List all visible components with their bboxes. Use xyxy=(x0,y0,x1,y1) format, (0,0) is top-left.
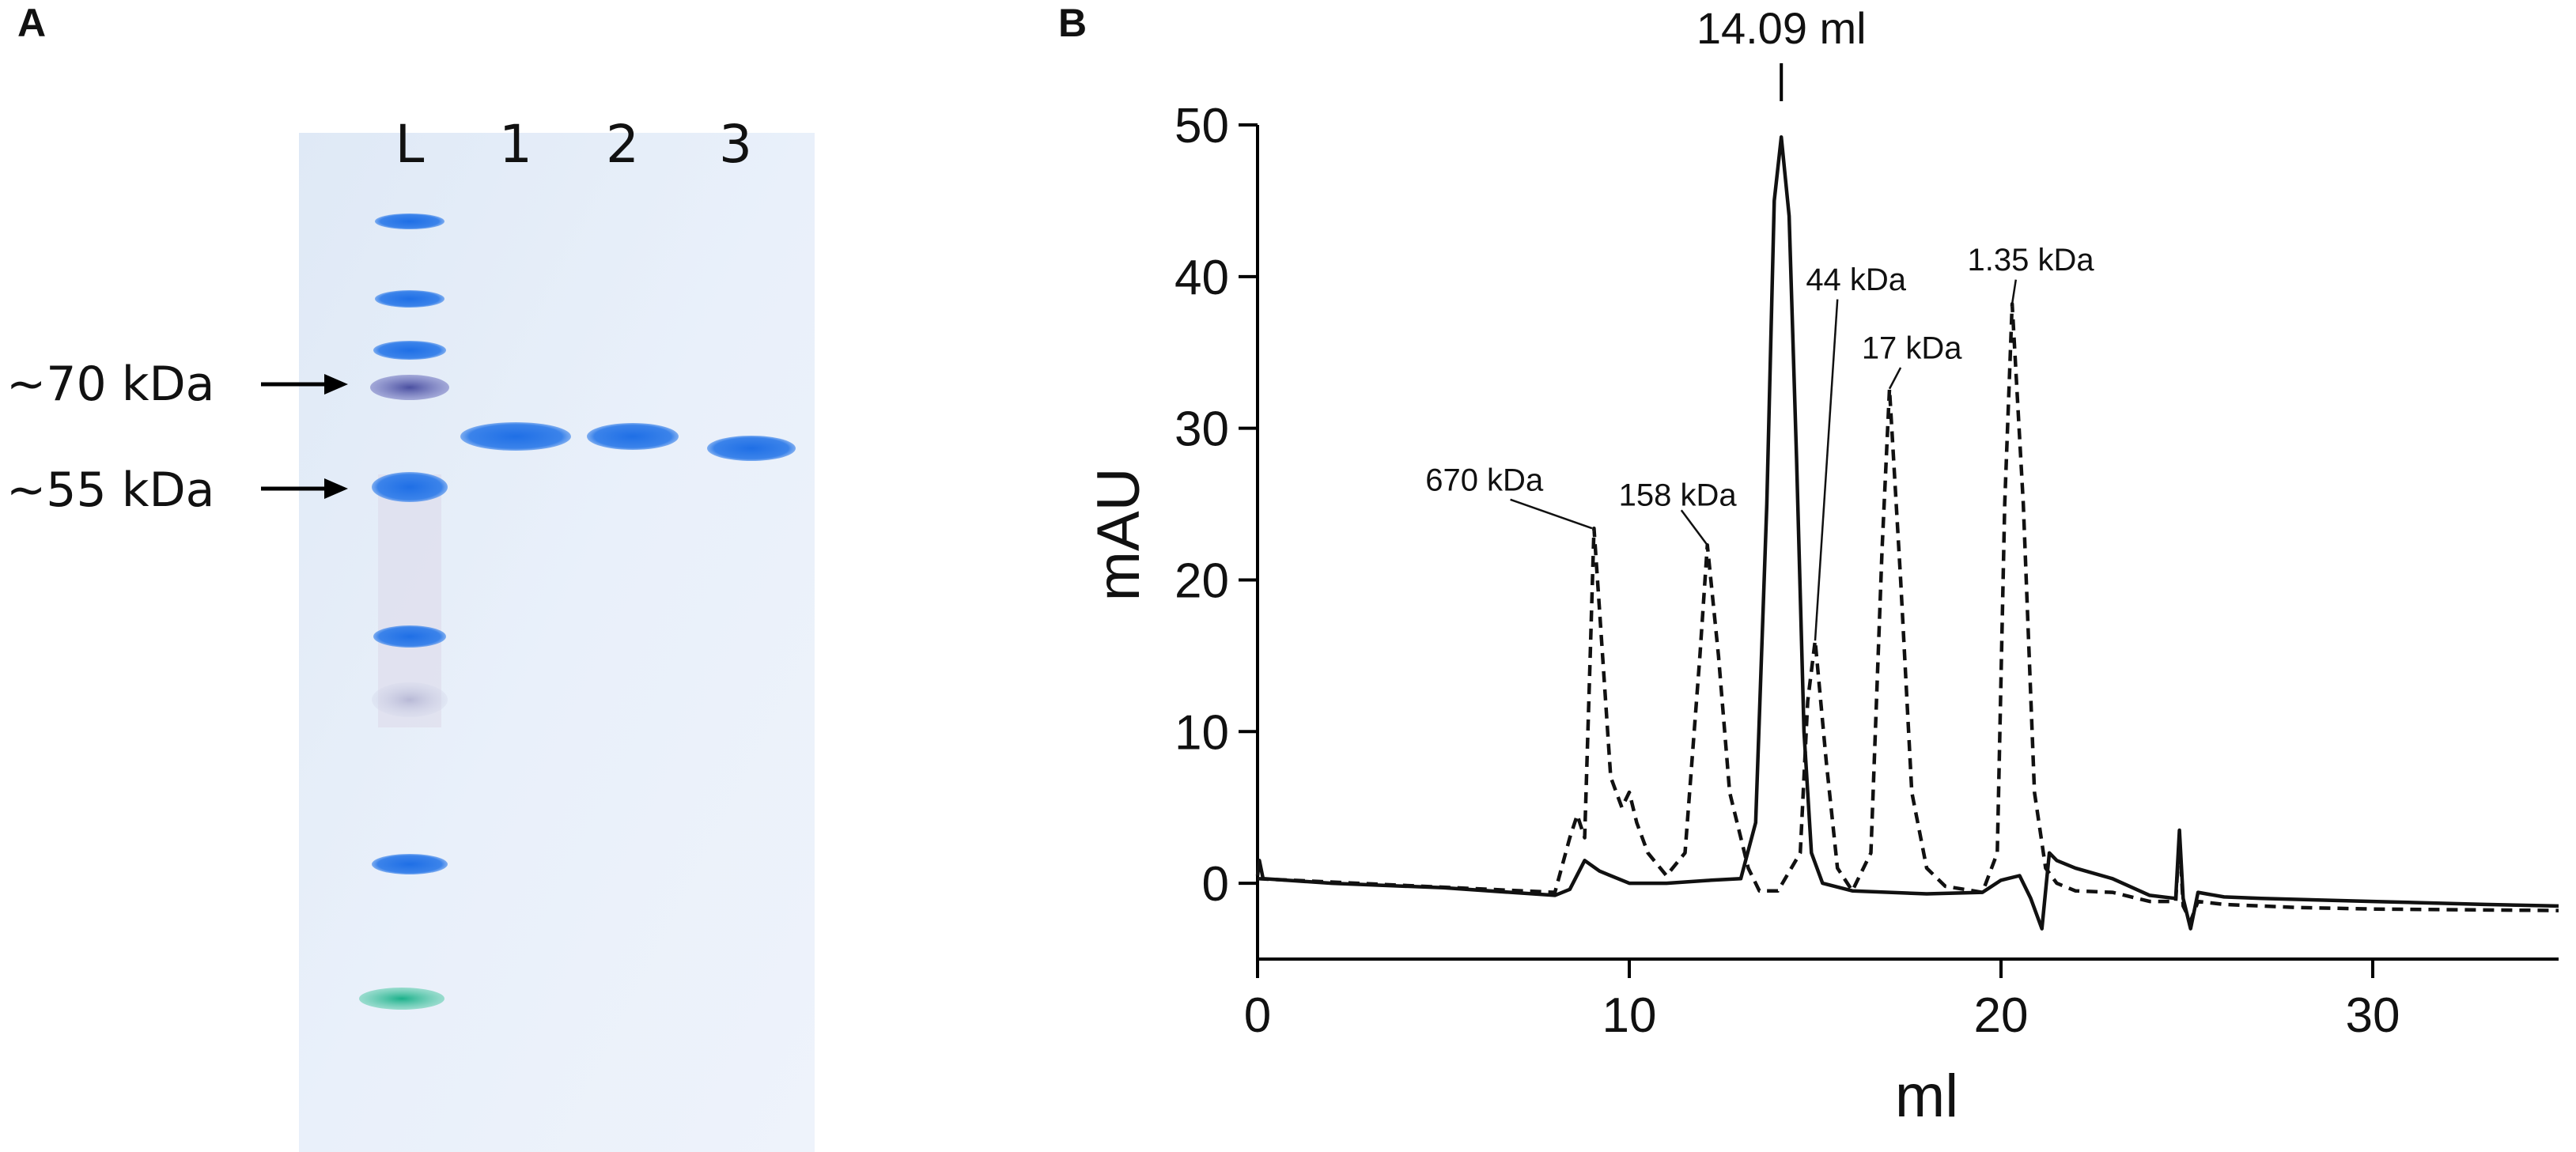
x-tick-label: 20 xyxy=(1974,988,2029,1043)
arrow-70kda-icon xyxy=(324,374,348,395)
y-axis-label: mAU xyxy=(1085,467,1152,601)
annotation-leader-line xyxy=(1888,367,1902,390)
lane-label-l: L xyxy=(395,114,425,175)
y-tick-label: 40 xyxy=(1175,251,1229,305)
annotation-label: 17 kDa xyxy=(1862,330,1962,365)
y-tick-label: 20 xyxy=(1175,553,1229,608)
annotation-leader-line xyxy=(1510,498,1593,530)
lane-label-3: 3 xyxy=(719,114,752,175)
series-line-solid xyxy=(1255,135,2559,931)
peak-label: 14.09 ml xyxy=(1697,3,1867,53)
ladder-band-70kda xyxy=(370,375,449,400)
annotation-label: 670 kDa xyxy=(1425,463,1544,497)
marker-label-55kda: ~55 kDa xyxy=(6,463,214,518)
ladder-band xyxy=(372,854,448,874)
sample-band-lane-3 xyxy=(707,436,796,461)
ladder-band xyxy=(375,290,444,308)
y-tick-label: 10 xyxy=(1175,705,1229,760)
x-tick-label: 30 xyxy=(2346,988,2400,1043)
ladder-band xyxy=(373,625,446,648)
marker-label-70kda: ~70 kDa xyxy=(6,357,214,412)
lane-label-1: 1 xyxy=(499,114,532,175)
annotation-label: 44 kDa xyxy=(1806,263,1906,297)
y-tick-label: 50 xyxy=(1175,99,1229,153)
x-tick-label: 0 xyxy=(1244,988,1271,1043)
chart-axes: 0 10 20 30 40 50 0 10 20 30 ml mAU xyxy=(1085,99,2559,1130)
ladder-band xyxy=(372,682,448,717)
x-axis-label: ml xyxy=(1895,1063,1958,1130)
annotation-label: 1.35 kDa xyxy=(1968,243,2095,278)
chart-series xyxy=(1255,135,2559,931)
ladder-band xyxy=(359,988,444,1010)
y-tick-label: 0 xyxy=(1202,857,1229,912)
annotation-leader-line xyxy=(2010,279,2018,304)
series-line-dashed xyxy=(1257,302,2559,923)
panel-a-letter: A xyxy=(17,1,47,45)
arrow-55kda-icon xyxy=(324,478,348,499)
annotation-label: 158 kDa xyxy=(1619,478,1738,512)
annotation-leader-line xyxy=(1680,509,1708,546)
y-tick-label: 30 xyxy=(1175,402,1229,457)
x-tick-label: 10 xyxy=(1602,988,1657,1043)
lane-label-2: 2 xyxy=(606,114,639,175)
panel-b-letter: B xyxy=(1058,1,1088,45)
chart-annotations: 14.09 ml 670 kDa 158 kDa 44 kDa 17 kDa 1.35 k… xyxy=(1425,3,2095,641)
ladder-band-55kda xyxy=(372,472,448,502)
annotation-leader-line xyxy=(1814,299,1839,641)
ladder-band xyxy=(375,213,444,229)
ladder-band xyxy=(373,341,446,360)
sample-band-lane-1 xyxy=(460,422,571,451)
sample-band-lane-2 xyxy=(587,423,679,450)
